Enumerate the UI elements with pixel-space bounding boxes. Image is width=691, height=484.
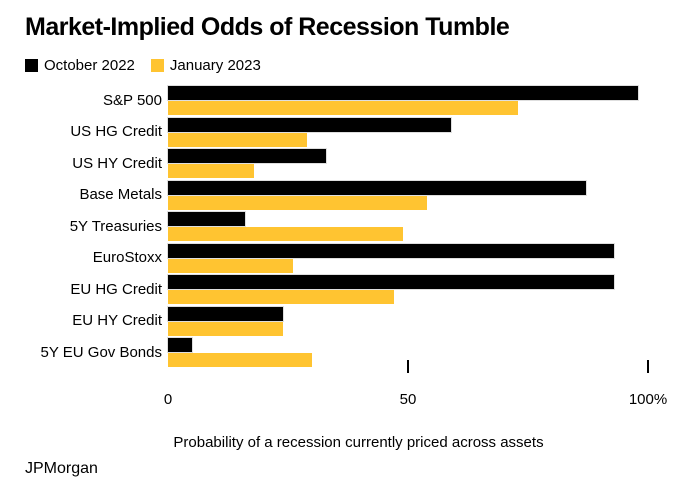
bar-october-2022 (168, 306, 284, 321)
x-axis-tick (647, 360, 649, 373)
bar-october-2022 (168, 117, 452, 132)
chart-row-us-hy-credit: US HY Credit (0, 149, 691, 178)
legend: October 2022 January 2023 (25, 58, 691, 73)
x-axis: 0 50 100% (164, 391, 691, 408)
chart-row-eurostoxx: EuroStoxx (0, 243, 691, 273)
chart-row-eu-hg-credit: EU HG Credit (0, 275, 691, 304)
chart-row-eu-hy-credit: EU HY Credit (0, 306, 691, 336)
category-label: US HY Credit (72, 154, 162, 172)
bar-january-2023 (168, 101, 519, 115)
category-label: US HG Credit (70, 123, 162, 140)
bar-october-2022 (168, 212, 245, 226)
source-attribution: JPMorgan (25, 460, 98, 477)
x-tick-label: 0 (163, 391, 173, 408)
bar-january-2023 (168, 321, 284, 336)
legend-swatch-black (25, 59, 38, 72)
chart-row-us-hg-credit: US HG Credit (0, 117, 691, 147)
bar-group (168, 306, 691, 336)
bar-group (168, 212, 691, 241)
legend-label: January 2023 (169, 57, 261, 74)
bar-group (168, 117, 691, 147)
bar-january-2023 (168, 258, 293, 273)
bar-january-2023 (168, 353, 312, 367)
bar-group (168, 180, 691, 210)
bar-january-2023 (168, 195, 428, 210)
category-label: EuroStoxx (92, 249, 162, 266)
bar-group (168, 275, 691, 304)
bar-october-2022 (168, 275, 615, 289)
bar-group (168, 243, 691, 273)
chart-title: Market-Implied Odds of Recession Tumble (25, 13, 510, 41)
bar-january-2023 (168, 132, 308, 147)
category-label: 5Y Treasuries (69, 217, 162, 235)
chart-row-s-p-500: S&P 500 (0, 86, 691, 115)
x-tick-label: 50 (399, 391, 417, 408)
bar-october-2022 (168, 86, 639, 100)
bar-group (168, 338, 691, 367)
bar-group (168, 86, 691, 115)
x-tick-label: 100% (628, 391, 668, 408)
bar-group (168, 149, 691, 178)
chart-row-5y-treasuries: 5Y Treasuries (0, 212, 691, 241)
bar-october-2022 (168, 180, 586, 195)
category-label: Base Metals (79, 186, 162, 203)
legend-swatch-yellow (150, 59, 164, 72)
category-label: 5Y EU Gov Bonds (40, 343, 162, 361)
chart-row-base-metals: Base Metals (0, 180, 691, 210)
legend-item-october-2022: October 2022 (25, 58, 135, 73)
bar-october-2022 (168, 149, 327, 163)
legend-label: October 2022 (44, 57, 135, 74)
category-label: EU HG Credit (70, 280, 162, 298)
bar-october-2022 (168, 243, 615, 258)
x-axis-title: Probability of a recession currently pri… (173, 434, 544, 451)
bar-january-2023 (168, 227, 404, 241)
legend-item-january-2023: January 2023 (150, 57, 261, 74)
bar-chart: S&P 500 US HG Credit US HY Credit Base Meta… (0, 86, 691, 408)
bar-january-2023 (168, 164, 255, 178)
category-label: EU HY Credit (72, 312, 162, 329)
bar-october-2022 (168, 338, 192, 352)
plot-area: S&P 500 US HG Credit US HY Credit Base Meta… (0, 86, 691, 373)
category-label: S&P 500 (103, 91, 162, 109)
bar-january-2023 (168, 290, 394, 304)
chart-row-5y-eu-gov-bonds: 5Y EU Gov Bonds (0, 338, 691, 367)
x-axis-tick (407, 360, 409, 373)
